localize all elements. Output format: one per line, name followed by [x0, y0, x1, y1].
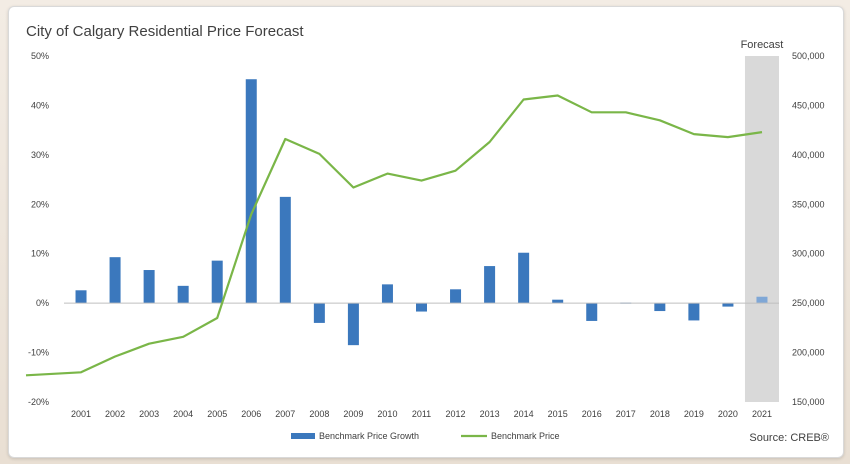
bar-2001: [75, 290, 87, 304]
legend-label-bar: Benchmark Price Growth: [319, 431, 419, 441]
x-tick: 2019: [684, 409, 704, 419]
bar-2006: [245, 79, 257, 304]
y-right-tick: 400,000: [792, 150, 825, 160]
bar-2013: [484, 266, 496, 304]
bar-2012: [450, 289, 462, 304]
x-tick: 2011: [412, 409, 431, 419]
x-tick: 2015: [548, 409, 568, 419]
bar-2021: [756, 296, 768, 304]
x-tick: 2002: [105, 409, 125, 419]
y-right-tick: 250,000: [792, 298, 825, 308]
y-left-tick: 10%: [31, 249, 49, 259]
legend-label-line: Benchmark Price: [491, 431, 560, 441]
bar-2019: [688, 303, 700, 321]
chart-title: City of Calgary Residential Price Foreca…: [26, 23, 304, 40]
source-note: Source: CREB®: [749, 432, 829, 444]
x-tick: 2006: [241, 409, 261, 419]
bar-2018: [654, 303, 666, 312]
x-tick: 2016: [582, 409, 602, 419]
chart: City of Calgary Residential Price Foreca…: [25, 23, 829, 444]
y-right-tick: 350,000: [792, 199, 825, 209]
y-left-tick: 20%: [31, 199, 49, 209]
x-tick: 2001: [71, 409, 91, 419]
x-tick: 2007: [275, 409, 295, 419]
y-left-tick: 50%: [31, 51, 49, 61]
bar-2008: [313, 303, 325, 323]
bar-2007: [279, 196, 291, 304]
bar-2004: [177, 285, 189, 304]
y-left-tick: 30%: [31, 150, 49, 160]
legend-swatch-bar: [291, 433, 315, 439]
x-tick: 2008: [309, 409, 329, 419]
bar-2002: [109, 257, 121, 304]
y-right-tick: 500,000: [792, 51, 825, 61]
bar-2020: [722, 303, 734, 307]
x-tick: 2005: [207, 409, 227, 419]
y-right-tick: 150,000: [792, 397, 825, 407]
y-left-tick: -20%: [28, 397, 49, 407]
bar-2010: [381, 284, 393, 304]
y-left-tick: 40%: [31, 100, 49, 110]
y-right-tick: 200,000: [792, 348, 825, 358]
x-tick: 2017: [616, 409, 636, 419]
y-left-tick: 0%: [36, 298, 49, 308]
y-left-tick: -10%: [28, 348, 49, 358]
x-tick: 2021: [752, 409, 772, 419]
x-tick: 2014: [514, 409, 534, 419]
price-line: [25, 94, 763, 377]
x-tick: 2020: [718, 409, 738, 419]
x-tick: 2004: [173, 409, 193, 419]
bar-2009: [347, 303, 359, 346]
x-tick: 2003: [139, 409, 159, 419]
bar-2016: [586, 303, 598, 321]
x-tick: 2013: [480, 409, 500, 419]
chart-card: City of Calgary Residential Price Foreca…: [8, 6, 844, 458]
forecast-label: Forecast: [741, 39, 784, 51]
y-right-tick: 300,000: [792, 249, 825, 259]
bar-2011: [416, 303, 427, 312]
x-tick: 2010: [377, 409, 397, 419]
forecast-region: [744, 56, 779, 402]
bar-2005: [211, 260, 223, 304]
bar-2014: [518, 252, 530, 304]
x-tick: 2009: [343, 409, 363, 419]
x-tick: 2012: [446, 409, 466, 419]
bar-2015: [552, 299, 564, 304]
y-right-tick: 450,000: [792, 100, 825, 110]
bar-2003: [143, 270, 155, 304]
x-tick: 2018: [650, 409, 670, 419]
